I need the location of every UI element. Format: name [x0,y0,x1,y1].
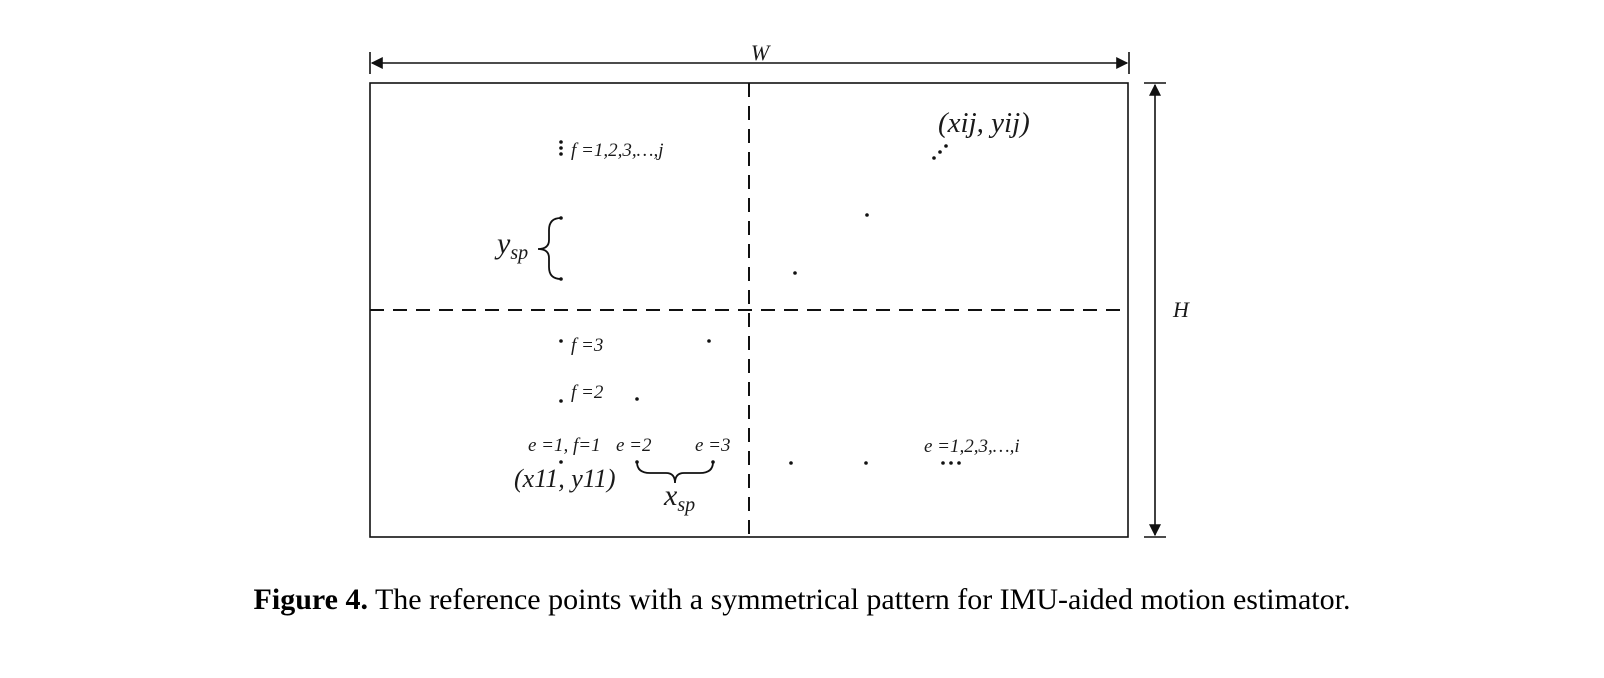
reference-point [559,152,563,156]
x-spacing-brace [636,461,714,484]
reference-point [793,271,797,275]
reference-point [559,399,563,403]
reference-point [559,146,563,150]
reference-point [559,140,563,144]
point-11-label: (x11, y11) [514,464,616,493]
reference-point [707,339,711,343]
f2-label: f =2 [571,382,604,403]
reference-point [932,156,936,160]
reference-point [865,213,869,217]
height-dimension: H [1144,82,1190,538]
reference-point [944,144,948,148]
e1-f1-label: e =1, f=1 [528,435,601,456]
y-spacing-label: ysp [494,227,528,264]
reference-point [957,461,961,465]
e-range-label: e =1,2,3,…,i [924,436,1020,457]
reference-point [789,461,793,465]
reference-point [941,461,945,465]
width-dimension: W [369,40,1130,74]
height-label: H [1172,297,1190,322]
caption-text: The reference points with a symmetrical … [374,583,1351,616]
reference-point [949,461,953,465]
reference-points [559,140,961,465]
f3-label: f =3 [571,335,603,356]
reference-point [559,339,563,343]
reference-point [938,150,942,154]
width-label: W [751,40,771,65]
e3-label: e =3 [695,435,731,456]
reference-point [635,397,639,401]
reference-point [559,460,563,464]
e2-label: e =2 [616,435,652,456]
f-range-label: f =1,2,3,…,j [571,140,664,161]
x-spacing-label: xsp [663,479,695,516]
reference-point [864,461,868,465]
caption-label: Figure 4. [253,583,368,616]
figure-caption: Figure 4. The reference points with a sy… [0,583,1604,617]
y-spacing-brace [537,217,562,280]
point-ij-label: (xij, yij) [938,107,1030,139]
